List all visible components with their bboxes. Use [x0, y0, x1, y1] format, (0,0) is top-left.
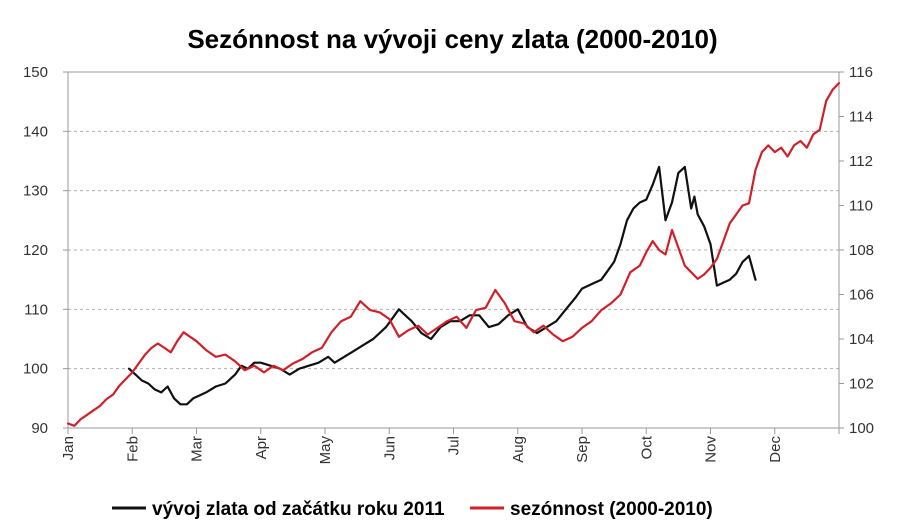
right-tick-label: 100	[849, 420, 874, 437]
right-tick-label: 114	[849, 109, 873, 126]
left-y-axis: 90 100 110 120 130 140 150	[23, 64, 68, 437]
left-tick-label: 140	[23, 123, 48, 140]
left-tick-label: 150	[23, 64, 48, 81]
left-tick-label: 130	[23, 183, 48, 200]
x-tick-label: Mar	[189, 436, 206, 462]
x-tick-label: Aug	[510, 436, 527, 463]
left-tick-label: 120	[23, 242, 48, 259]
x-axis: Jan Feb Mar Apr May Jun Jul Aug Sep Oct Nov Dec	[60, 428, 840, 465]
right-tick-label: 106	[849, 287, 874, 304]
x-tick-label: Jul	[446, 436, 463, 455]
left-tick-label: 110	[24, 301, 48, 318]
legend-label-0: vývoj zlata od začátku roku 2011	[152, 499, 445, 520]
right-tick-label: 110	[849, 198, 873, 215]
legend-label-1: sezónnost (2000-2010)	[510, 499, 713, 520]
x-tick-label: Jan	[60, 436, 77, 460]
x-tick-label: Apr	[253, 436, 270, 459]
x-tick-label: Sep	[574, 436, 591, 463]
x-tick-label: May	[317, 436, 334, 465]
left-tick-label: 100	[23, 361, 48, 378]
right-y-axis: 100 102 104 106 108 110 112 114 116	[839, 64, 874, 437]
x-tick-label: Oct	[638, 435, 655, 459]
x-tick-label: Feb	[124, 436, 141, 462]
x-tick-label: Nov	[703, 436, 720, 463]
series-line-1	[66, 81, 841, 427]
left-tick-label: 90	[31, 420, 48, 437]
series-group	[66, 81, 841, 427]
right-tick-label: 112	[849, 153, 873, 170]
x-tick-label: Jun	[381, 436, 398, 460]
right-tick-label: 116	[849, 64, 873, 81]
series-line-0	[127, 165, 757, 406]
legend: vývoj zlata od začátku roku 2011 sezónnos…	[112, 499, 713, 520]
right-tick-label: 108	[849, 242, 874, 259]
right-tick-label: 102	[849, 376, 874, 393]
x-tick-label: Dec	[767, 436, 784, 463]
chart-title: Sezónnost na vývoji ceny zlata (2000-201…	[187, 24, 718, 54]
right-tick-label: 104	[849, 331, 874, 348]
